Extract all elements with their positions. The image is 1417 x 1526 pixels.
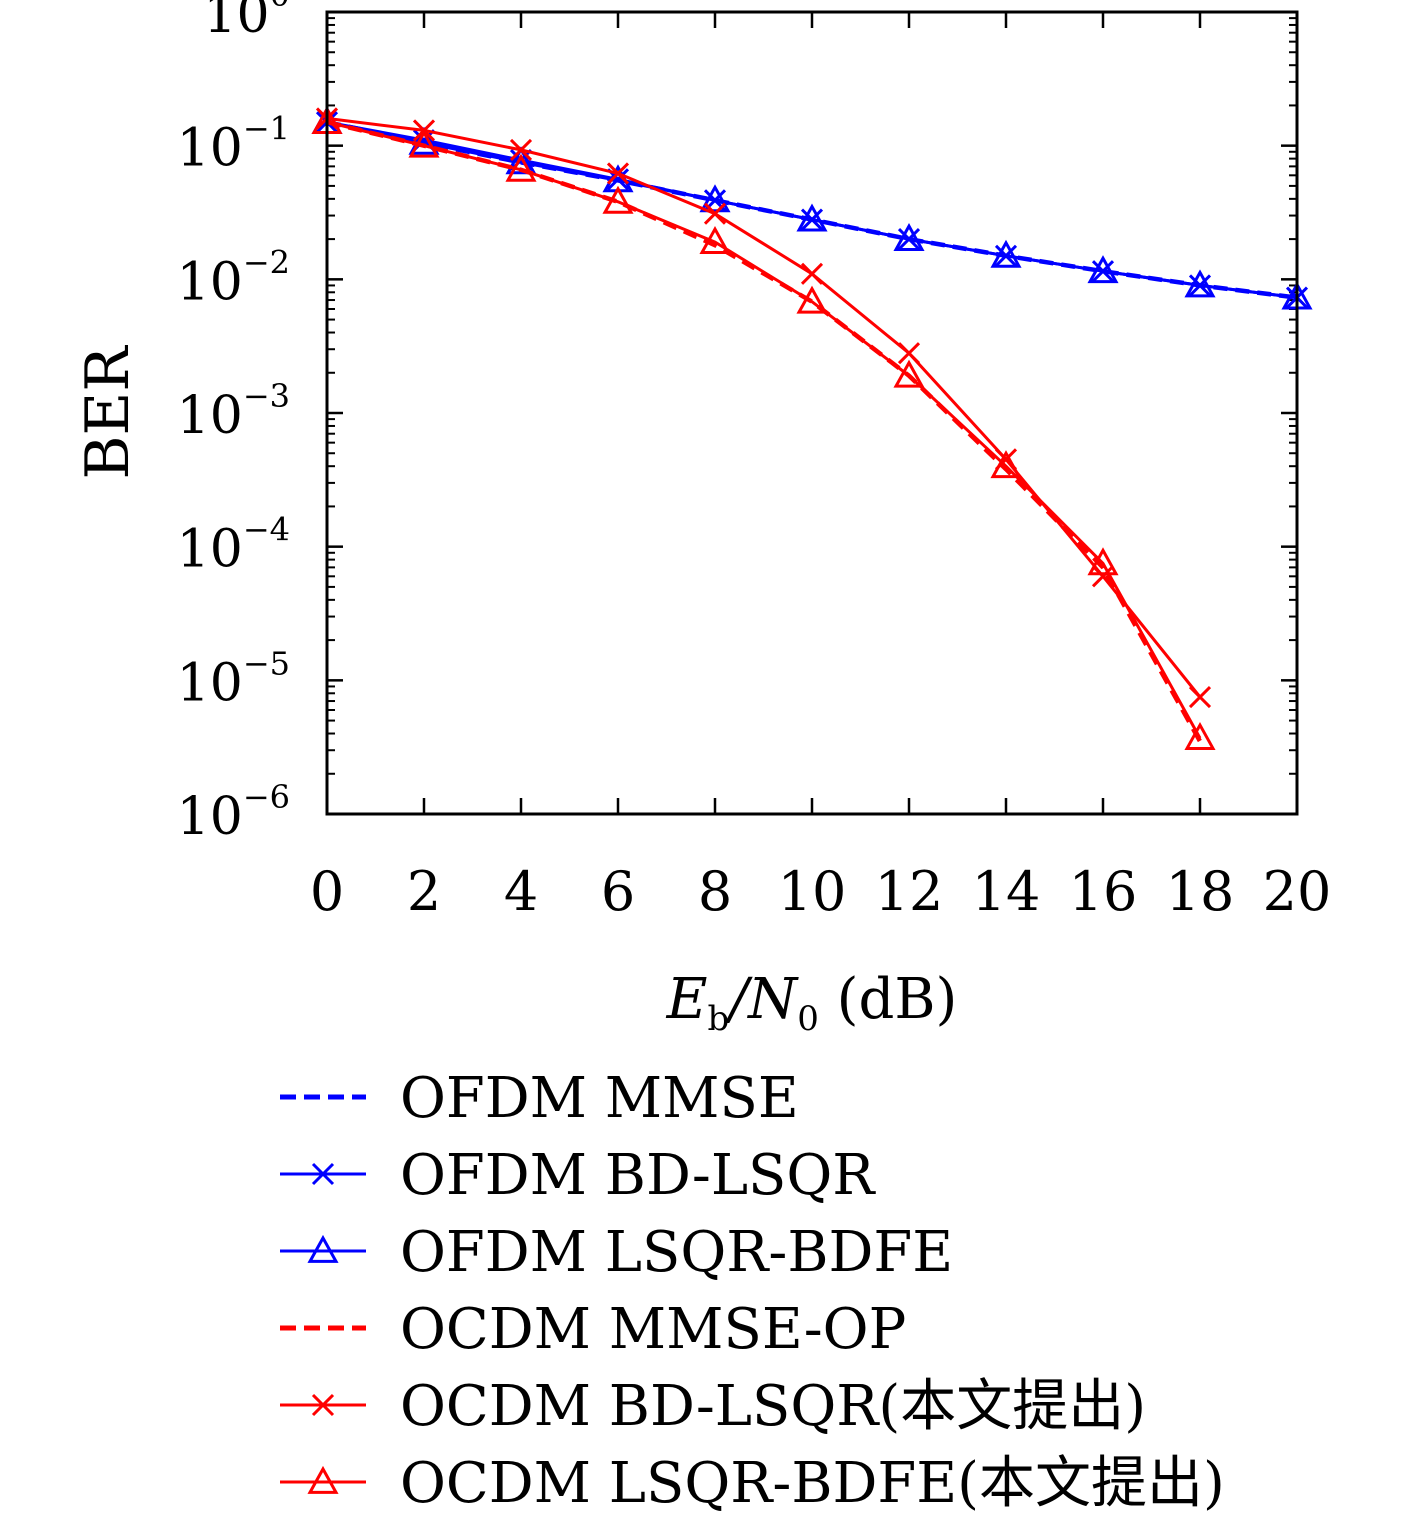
x-axis-label-n: /N [724,967,799,1032]
legend: OFDM MMSE OFDM BD-LSQR OFDM LSQR-BDFE OCDM … [280,1066,1225,1516]
x-axis-label-unit: (dB) [819,967,958,1032]
x-tick-label-4: 4 [504,860,538,923]
series-layer [311,106,1313,750]
series-5-point-8 [1087,547,1119,576]
plot-frame [325,10,1299,816]
y-tick-label: 10−5 [177,644,290,713]
y-tick-label: 10−2 [177,243,290,312]
series-4-point-2 [509,138,533,161]
series-0 [326,119,1298,300]
y-tick-label: 10−4 [177,511,290,580]
minor-ticks [327,17,1297,775]
legend-label-0: OFDM MMSE [400,1066,799,1131]
x-axis-label: Eb/N0 (dB) [666,967,958,1039]
legend-marker-5 [307,1465,339,1494]
x-tick-label-0: 0 [310,860,344,923]
series-3 [326,119,1202,743]
series-5-point-4 [699,225,731,254]
series-line-4 [326,116,1202,698]
series-5-point-6 [893,359,925,388]
series-5-point-2 [505,153,537,182]
series-4-point-5 [800,262,824,285]
y-tick-label: 100 [203,0,290,45]
series-2-point-4 [699,184,731,213]
series-5-point-3 [602,185,634,214]
legend-marker-1 [311,1162,335,1186]
series-2-point-7 [990,239,1022,268]
series-4-point-9 [1188,685,1212,709]
series-5-point-9 [1184,721,1216,750]
series-4-point-4 [703,202,727,225]
series-line-5 [326,120,1202,739]
x-axis-label-sub2: 0 [797,999,819,1039]
legend-label-5: OCDM LSQR-BDFE(本文提出) [400,1451,1225,1516]
series-line-3 [326,119,1202,743]
series-4-point-6 [897,342,921,365]
series-2-point-5 [796,203,828,232]
series-4-point-3 [606,162,630,185]
series-line-1 [326,120,1298,300]
series-5-point-5 [796,285,828,314]
legend-label-2: OFDM LSQR-BDFE [400,1220,953,1285]
series-2-point-2 [505,146,537,175]
series-line-0 [326,119,1298,300]
x-tick-label-8: 8 [698,860,732,923]
x-tick-label-6: 6 [601,860,635,923]
x-axis-label-e: E [666,967,708,1032]
y-tick-label: 10−6 [177,778,290,847]
series-5-point-1 [408,129,440,158]
x-tick-label-16: 16 [1069,860,1138,923]
series-2-point-8 [1087,255,1119,284]
legend-marker-2 [307,1234,339,1263]
y-axis-label: BER [73,345,143,480]
x-tick-label-12: 12 [875,860,944,923]
axis-ticks [325,10,1299,816]
x-tick-labels: 0 2 4 6 8 10 12 14 16 18 20 [310,860,1332,923]
series-4 [315,107,1212,709]
x-axis-label-sub1: b [708,999,730,1039]
y-tick-label: 10−3 [177,377,290,446]
x-tick-label-18: 18 [1166,860,1235,923]
x-tick-label-20: 20 [1263,860,1332,923]
legend-label-3: OCDM MMSE-OP [400,1297,906,1362]
series-4-point-8 [1091,565,1115,588]
legend-label-1: OFDM BD-LSQR [400,1143,876,1208]
y-tick-labels: 100 10−1 10−2 10−3 10−4 10−5 10−6 [177,0,290,847]
x-tick-label-2: 2 [407,860,441,923]
series-2-point-9 [1184,269,1216,298]
y-tick-label: 10−1 [177,110,290,179]
series-5-point-7 [990,450,1022,479]
x-tick-label-10: 10 [778,860,847,923]
legend-marker-4 [311,1393,335,1417]
series-line-2 [326,120,1298,300]
series-2-point-6 [893,223,925,251]
series-5 [311,106,1216,750]
legend-label-4: OCDM BD-LSQR(本文提出) [400,1374,1146,1439]
x-tick-label-14: 14 [972,860,1041,923]
